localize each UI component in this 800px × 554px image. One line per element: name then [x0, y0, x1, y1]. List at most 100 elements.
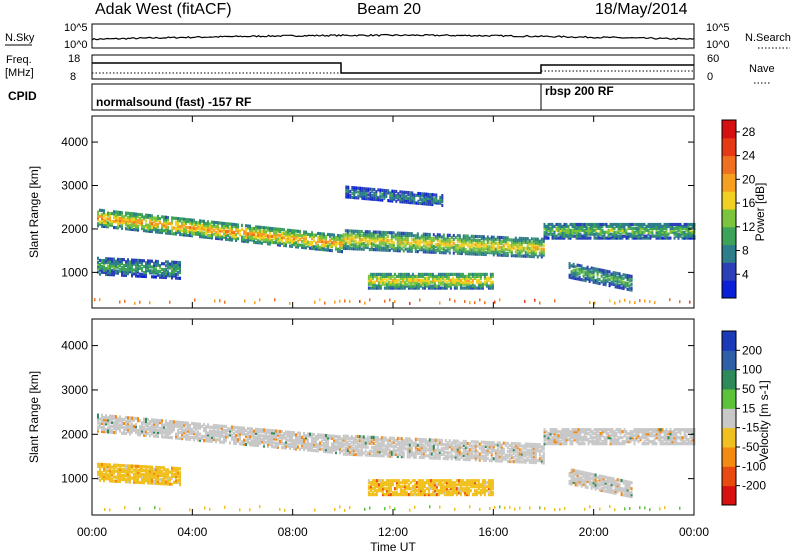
echo-cell [518, 246, 521, 250]
echo-cell [433, 199, 436, 203]
echo-cell [111, 221, 113, 225]
echo-cell [380, 236, 383, 240]
echo-cell [311, 446, 313, 450]
echo-cell [474, 458, 477, 462]
echo-cell [438, 442, 441, 446]
echo-cell [628, 278, 631, 282]
echo-cell [390, 444, 393, 448]
echo-cell [422, 250, 425, 254]
echo-cell [516, 242, 519, 246]
echo-cell [133, 212, 135, 216]
echo-cell [181, 229, 183, 233]
echo-cell [105, 420, 107, 424]
echo-cell [474, 452, 477, 456]
echo-cell [347, 185, 350, 189]
echo-cell [454, 299, 456, 303]
echo-cell [374, 447, 377, 452]
echo-cell [543, 434, 546, 438]
echo-cell [354, 441, 357, 445]
echo-cell [356, 231, 359, 235]
echo-cell [520, 454, 523, 458]
echo-cell [171, 420, 173, 424]
echo-cell [534, 239, 537, 243]
echo-cell [518, 236, 521, 240]
echo-cell [243, 235, 245, 239]
echo-cell [257, 435, 259, 440]
echo-cell [199, 233, 201, 237]
echo-cell [492, 447, 495, 451]
echo-cell [431, 286, 434, 290]
echo-cell [207, 437, 209, 441]
echo-cell [173, 226, 175, 230]
echo-cell [356, 233, 359, 237]
echo-cell [542, 253, 545, 257]
echo-cell [203, 439, 205, 443]
echo-cell [403, 190, 406, 194]
echo-cell [522, 254, 525, 258]
echo-cell [372, 248, 375, 252]
echo-cell [201, 436, 203, 440]
echo-cell [167, 264, 169, 268]
echo-cell [430, 444, 433, 448]
echo-cell [456, 445, 459, 449]
echo-cell [413, 280, 416, 284]
echo-cell [679, 300, 681, 304]
echo-cell [516, 456, 519, 460]
echo-cell [465, 284, 468, 288]
echo-cell [472, 248, 475, 252]
echo-cell [396, 448, 399, 453]
echo-cell [496, 441, 499, 445]
echo-cell [563, 228, 566, 232]
echo-cell [422, 452, 425, 456]
echo-cell [269, 240, 271, 244]
echo-cell [492, 249, 495, 253]
echo-cell [123, 417, 125, 421]
echo-cell [639, 232, 642, 236]
echo-cell [373, 191, 376, 196]
echo-cell [353, 190, 356, 194]
echo-cell [339, 299, 341, 303]
echo-cell [125, 227, 127, 231]
echo-cell [159, 265, 161, 270]
echo-cell [321, 433, 323, 437]
echo-cell [221, 235, 223, 239]
echo-cell [637, 222, 640, 227]
echo-cell [319, 447, 321, 451]
echo-cell [115, 210, 117, 214]
echo-cell [389, 280, 392, 284]
echo-cell [394, 438, 397, 442]
echo-cell [151, 420, 153, 424]
echo-cell [655, 234, 658, 238]
echo-cell [471, 278, 474, 282]
echo-cell [213, 222, 215, 226]
echo-cell [193, 426, 195, 430]
echo-cell [588, 275, 591, 280]
echo-cell [496, 245, 499, 249]
echo-cell [543, 236, 546, 240]
echo-cell [165, 215, 167, 219]
echo-cell [167, 423, 169, 427]
echo-cell [179, 266, 181, 271]
echo-cell [363, 193, 366, 197]
echo-cell [245, 230, 247, 234]
echo-cell [392, 245, 395, 249]
echo-cell [153, 218, 155, 222]
echo-cell [384, 248, 387, 252]
echo-cell [397, 286, 400, 290]
echo-cell [428, 240, 431, 244]
echo-cell [115, 263, 117, 267]
echo-cell [131, 266, 133, 270]
echo-cell [289, 238, 291, 242]
echo-cell [269, 238, 271, 242]
echo-cell [444, 443, 447, 447]
echo-cell [189, 226, 191, 230]
echo-cell [551, 226, 554, 230]
echo-cell [165, 433, 167, 437]
echo-cell [177, 228, 179, 232]
echo-cell [163, 271, 165, 276]
echo-cell [431, 278, 434, 282]
echo-cell [225, 229, 227, 234]
echo-cell [400, 451, 403, 455]
echo-cell [341, 449, 343, 453]
echo-cell [129, 211, 131, 216]
